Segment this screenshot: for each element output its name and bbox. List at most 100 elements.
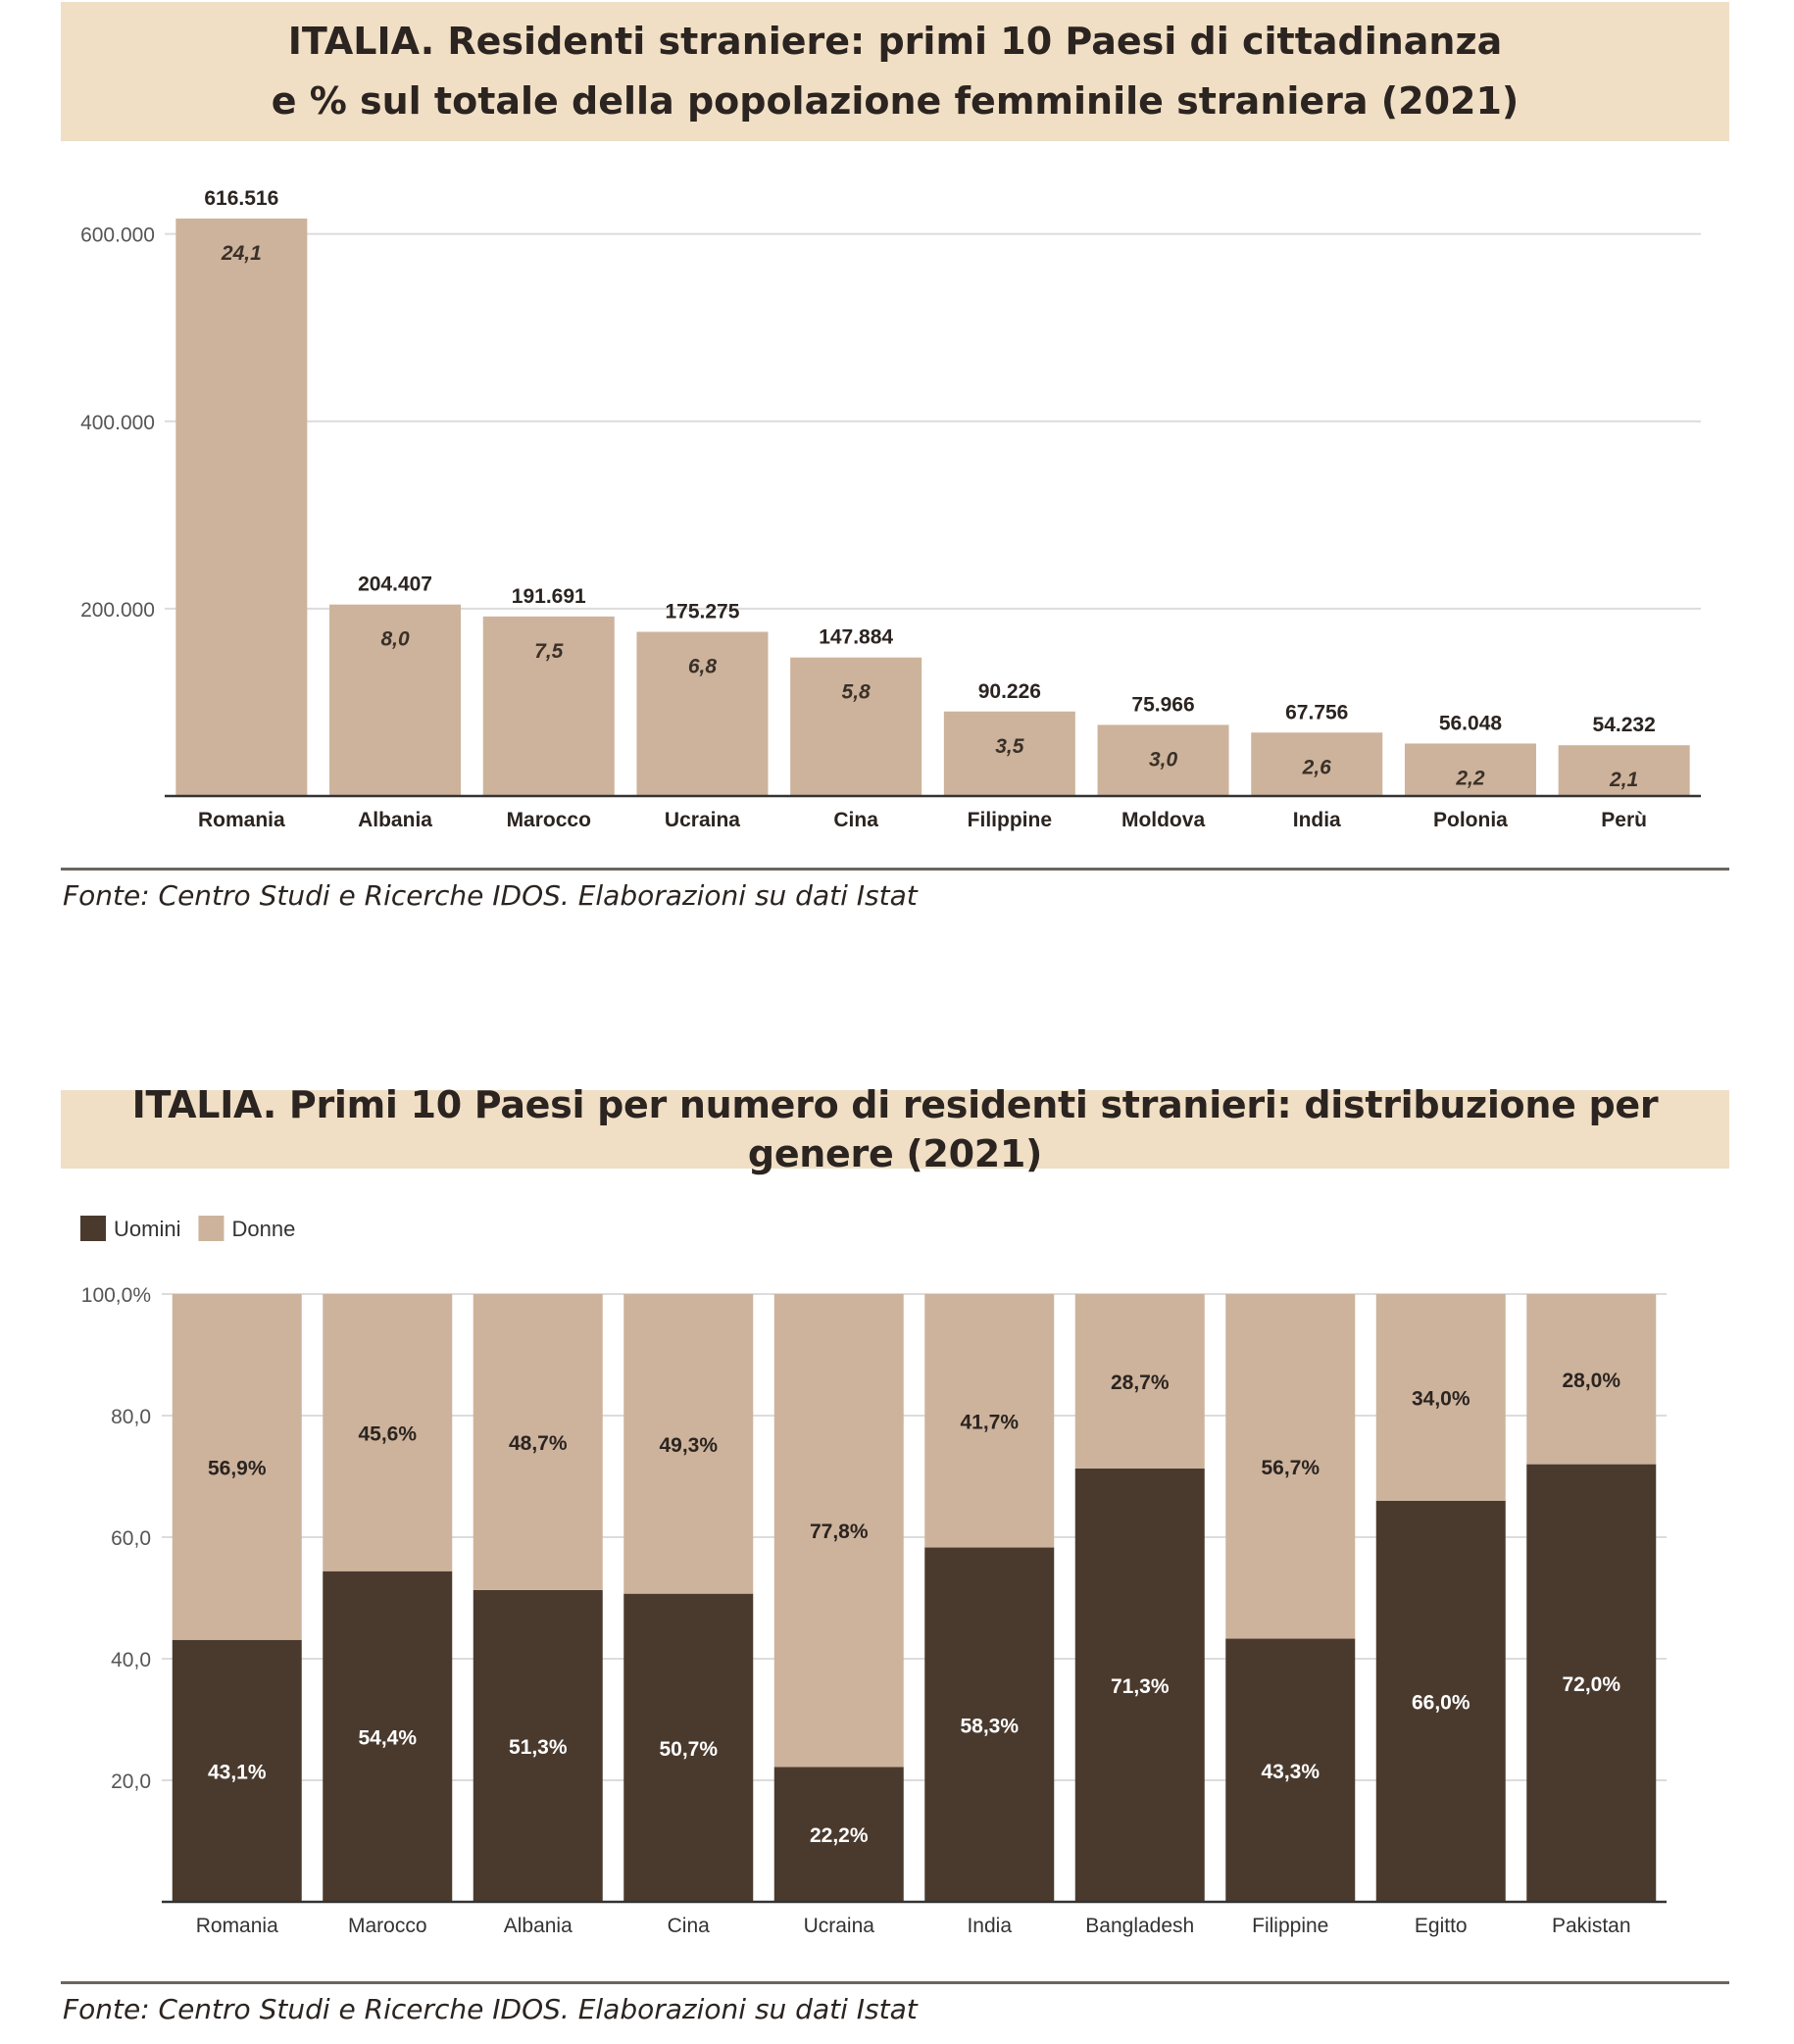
x-tick-label: Moldova (1121, 809, 1205, 831)
percent-label: 2,2 (1455, 767, 1485, 789)
y-tick-label: 200.000 (80, 599, 155, 622)
x-tick-label: Filippine (1252, 1915, 1328, 1937)
x-tick-label: Cina (833, 809, 878, 831)
bar-segment-uomini (1526, 1464, 1657, 1902)
percent-label: 24,1 (221, 242, 262, 265)
segment-label-uomini: 43,1% (208, 1761, 267, 1783)
bar-chart-female-residents: 200.000 400.000 600.000 616.516 24,1 Romania 2… (80, 187, 1701, 831)
segment-label-uomini: 22,2% (810, 1824, 869, 1847)
segment-label-uomini: 71,3% (1111, 1675, 1170, 1698)
segment-label-donne: 56,7% (1261, 1457, 1320, 1479)
segment-label-uomini: 43,3% (1261, 1761, 1320, 1783)
segment-label-uomini: 66,0% (1412, 1691, 1470, 1714)
x-tick-label: Albania (504, 1915, 573, 1937)
x-tick-label: Romania (198, 809, 285, 831)
segment-label-donne: 41,7% (960, 1411, 1019, 1433)
x-tick-label: India (967, 1915, 1012, 1937)
bar-segment-uomini (924, 1547, 1055, 1902)
bar-segment-uomini (323, 1570, 453, 1902)
segment-label-donne: 28,7% (1111, 1371, 1170, 1394)
value-label: 67.756 (1285, 701, 1348, 723)
segment-label-donne: 49,3% (659, 1434, 718, 1457)
percent-label: 3,5 (995, 735, 1024, 758)
segment-label-uomini: 58,3% (960, 1715, 1019, 1737)
bar-segment-uomini (773, 1767, 904, 1902)
bar-segment-donne (1074, 1294, 1205, 1469)
percent-label: 2,6 (1302, 756, 1332, 778)
value-label: 204.407 (358, 573, 432, 596)
x-tick-label: Bangladesh (1085, 1915, 1194, 1937)
value-label: 191.691 (512, 585, 586, 608)
percent-label: 5,8 (842, 681, 872, 704)
bar (482, 616, 615, 796)
segment-label-donne: 34,0% (1412, 1387, 1470, 1410)
bar-segment-uomini (172, 1639, 302, 1902)
stacked-bar-chart-gender: Uomini Donne 20,0 40,0 60,0 80,0 100,0% 43,1% 56… (80, 1216, 1667, 1937)
chart2-title: ITALIA. Primi 10 Paesi per numero di res… (61, 1083, 1729, 1175)
percent-label: 7,5 (534, 640, 564, 663)
bar (329, 604, 462, 796)
bar (1558, 745, 1690, 796)
legend-label: Donne (231, 1217, 295, 1241)
value-label: 90.226 (978, 680, 1041, 703)
y-tick-label: 600.000 (80, 224, 155, 247)
value-label: 175.275 (665, 601, 739, 623)
bar-segment-donne (1225, 1294, 1356, 1639)
segment-label-uomini: 51,3% (509, 1736, 568, 1759)
chart1-bottom-rule (61, 868, 1729, 871)
segment-label-donne: 48,7% (509, 1432, 568, 1455)
segment-label-uomini: 72,0% (1562, 1673, 1620, 1696)
percent-label: 2,1 (1609, 769, 1638, 791)
segment-label-donne: 56,9% (208, 1457, 267, 1479)
bar-segment-uomini (473, 1589, 603, 1902)
y-tick-label: 20,0 (111, 1770, 151, 1793)
bar-segment-donne (1526, 1294, 1657, 1465)
segment-label-donne: 45,6% (358, 1422, 417, 1445)
bar (1097, 724, 1229, 796)
bar-segment-uomini (623, 1593, 754, 1902)
value-label: 147.884 (819, 626, 893, 649)
x-tick-label: Romania (196, 1915, 278, 1937)
y-tick-label: 80,0 (111, 1406, 151, 1428)
x-tick-label: Marocco (348, 1915, 427, 1937)
chart1-source: Fonte: Centro Studi e Ricerche IDOS. Ela… (63, 879, 918, 912)
bar (1404, 743, 1536, 796)
y-tick-label: 40,0 (111, 1649, 151, 1671)
legend-swatch (198, 1216, 224, 1241)
x-tick-label: Ucraina (804, 1915, 875, 1937)
x-tick-label: Egitto (1415, 1915, 1468, 1937)
segment-label-uomini: 50,7% (659, 1738, 718, 1761)
y-tick-label: 400.000 (80, 412, 155, 434)
percent-label: 8,0 (380, 628, 410, 651)
segment-label-donne: 28,0% (1562, 1370, 1620, 1392)
bar-segment-donne (623, 1294, 754, 1594)
value-label: 616.516 (204, 187, 278, 210)
value-label: 54.232 (1593, 714, 1656, 736)
value-label: 75.966 (1131, 693, 1194, 716)
x-tick-label: Perù (1601, 809, 1647, 831)
bar (943, 711, 1075, 796)
percent-label: 3,0 (1149, 748, 1178, 771)
bar-segment-uomini (1074, 1468, 1205, 1902)
legend-label: Uomini (114, 1217, 180, 1241)
legend-swatch (80, 1216, 106, 1241)
bar (175, 218, 308, 796)
x-tick-label: India (1293, 809, 1341, 831)
segment-label-donne: 77,8% (810, 1521, 869, 1543)
chart1-title-line2: e % sul totale della popolazione femmini… (271, 79, 1520, 123)
bar-segment-donne (773, 1294, 904, 1768)
bar (790, 657, 922, 796)
x-tick-label: Marocco (507, 809, 591, 831)
chart2-title-text: ITALIA. Primi 10 Paesi per numero di res… (131, 1083, 1659, 1175)
bar-segment-donne (1375, 1294, 1506, 1501)
x-tick-label: Albania (358, 809, 432, 831)
value-label: 56.048 (1439, 712, 1503, 734)
bar-segment-donne (323, 1294, 453, 1571)
chart2-bottom-rule (61, 1981, 1729, 1984)
x-tick-label: Ucraina (665, 809, 740, 831)
percent-label: 6,8 (688, 656, 718, 678)
bar-segment-donne (172, 1294, 302, 1640)
bar (636, 631, 769, 796)
y-tick-label: 60,0 (111, 1527, 151, 1550)
x-tick-label: Cina (668, 1915, 711, 1937)
